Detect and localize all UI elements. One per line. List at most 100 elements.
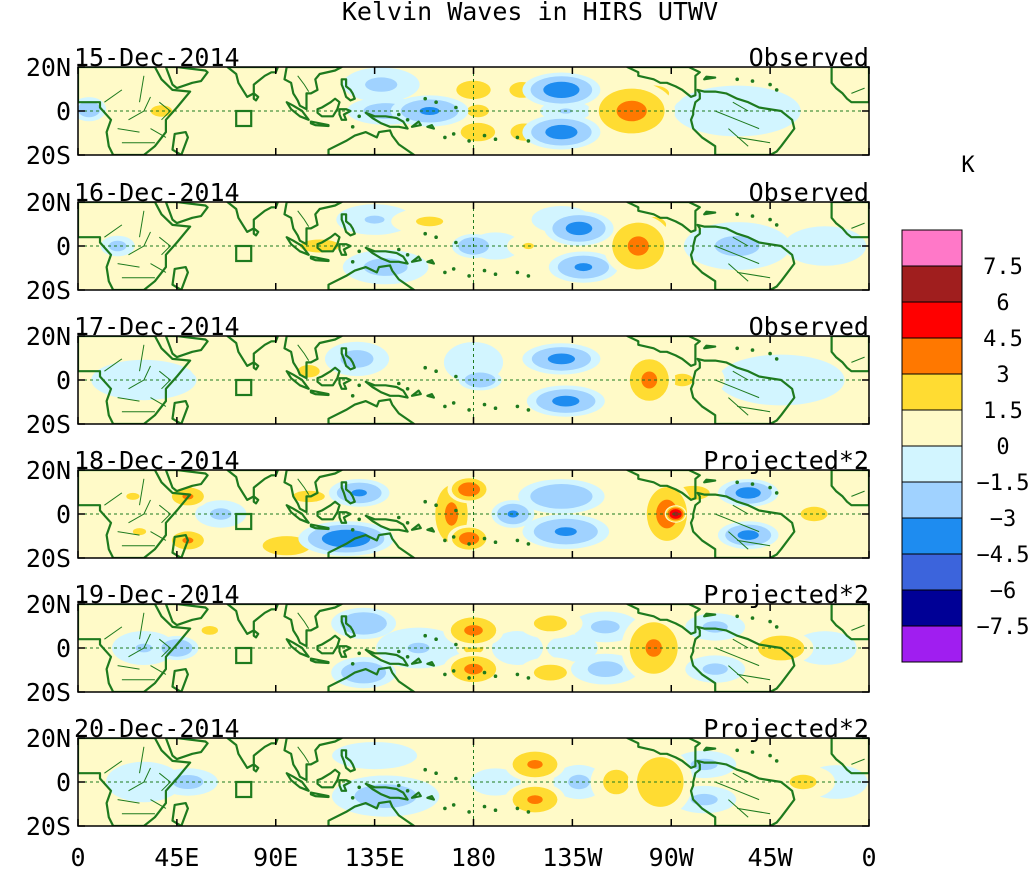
country-border bbox=[117, 397, 140, 402]
country-border bbox=[737, 271, 771, 279]
coastline bbox=[285, 236, 310, 256]
island bbox=[515, 270, 520, 275]
y-tick-label: 20N bbox=[26, 456, 71, 485]
island bbox=[357, 114, 362, 119]
island bbox=[493, 540, 498, 544]
coastline bbox=[171, 667, 189, 692]
coastline bbox=[338, 243, 352, 256]
coastline bbox=[338, 511, 352, 524]
island bbox=[467, 139, 471, 143]
colorbar-label: 4.5 bbox=[983, 327, 1023, 352]
island bbox=[482, 536, 487, 541]
island bbox=[526, 139, 531, 143]
country-border bbox=[150, 263, 167, 273]
coastline bbox=[164, 738, 209, 761]
coastline bbox=[78, 604, 192, 692]
coastline bbox=[164, 202, 209, 225]
island bbox=[774, 491, 779, 495]
country-border bbox=[139, 478, 145, 506]
coastline bbox=[364, 648, 409, 667]
island bbox=[350, 394, 355, 398]
island bbox=[735, 212, 739, 217]
y-tick-label: 0 bbox=[56, 232, 71, 261]
island bbox=[451, 132, 456, 136]
panel-1: 20N 0 20S 15-Dec-2014 Observed bbox=[26, 43, 870, 170]
island bbox=[423, 96, 428, 101]
negative-anomaly-contour bbox=[341, 661, 387, 684]
x-tick-label: 90W bbox=[649, 843, 695, 870]
positive-anomaly-contour bbox=[255, 606, 340, 648]
island bbox=[750, 79, 755, 83]
coastline bbox=[340, 749, 356, 773]
coastline bbox=[164, 604, 209, 627]
island bbox=[423, 365, 428, 370]
y-tick-label: 20N bbox=[26, 53, 71, 82]
positive-anomaly-contour bbox=[132, 528, 147, 536]
positive-anomaly-contour bbox=[201, 626, 218, 635]
negative-anomaly-contour bbox=[470, 768, 521, 796]
negative-anomaly-contour bbox=[552, 395, 580, 407]
country-border bbox=[128, 767, 151, 792]
island bbox=[750, 750, 755, 754]
island bbox=[526, 408, 531, 412]
island bbox=[443, 404, 447, 409]
country-border bbox=[150, 665, 167, 675]
region-marker bbox=[235, 244, 253, 263]
coastline bbox=[626, 67, 701, 99]
panel-date: 18-Dec-2014 bbox=[74, 446, 240, 475]
country-border bbox=[715, 110, 760, 130]
island bbox=[774, 357, 779, 361]
x-tick-label: 0 bbox=[70, 843, 85, 870]
colorbar: 7.5 6 4.5 3 1.5 0 −1.5 −3 −4.5 −6 −7.5 K bbox=[901, 153, 1030, 663]
y-tick-label: 0 bbox=[56, 768, 71, 797]
positive-anomaly-contour bbox=[671, 373, 694, 387]
coastline bbox=[309, 657, 330, 665]
panel-mode: Observed bbox=[749, 312, 869, 341]
island bbox=[515, 404, 520, 409]
country-border bbox=[139, 75, 145, 103]
negative-anomaly-contour bbox=[351, 489, 367, 497]
island bbox=[350, 528, 355, 532]
region-marker bbox=[235, 109, 253, 128]
coastline bbox=[703, 210, 717, 216]
island bbox=[467, 274, 471, 278]
island bbox=[526, 810, 531, 814]
country-border bbox=[128, 231, 151, 256]
coastline bbox=[316, 97, 341, 118]
country-border bbox=[150, 531, 167, 541]
island bbox=[451, 267, 456, 271]
coastline bbox=[309, 523, 330, 531]
negative-anomaly-contour bbox=[565, 221, 593, 236]
colorbar-box bbox=[901, 481, 963, 519]
positive-anomaly-contour bbox=[212, 73, 318, 107]
country-border bbox=[297, 612, 310, 629]
coastline bbox=[316, 366, 341, 387]
coastline bbox=[283, 67, 343, 111]
country-border bbox=[139, 344, 145, 372]
country-border bbox=[715, 379, 760, 399]
colorbar-label: −4.5 bbox=[977, 543, 1030, 568]
x-axis: 0 45E 90E 135E 180 135W 90W 45W 0 bbox=[70, 843, 876, 870]
positive-anomaly-contour bbox=[255, 754, 340, 810]
y-tick-label: 0 bbox=[56, 634, 71, 663]
positive-anomaly-contour bbox=[603, 769, 630, 795]
country-border bbox=[150, 397, 167, 407]
negative-anomaly-contour bbox=[554, 527, 577, 536]
colorbar-label: −6 bbox=[990, 579, 1017, 604]
island bbox=[423, 499, 428, 504]
island bbox=[774, 625, 779, 629]
island bbox=[750, 616, 755, 620]
coastline bbox=[78, 336, 192, 424]
coastline bbox=[340, 615, 356, 639]
negative-anomaly-contour bbox=[735, 487, 761, 499]
panel-5: 20N 0 20S 19-Dec-2014 Projected*2 bbox=[26, 580, 870, 707]
coastline bbox=[410, 255, 422, 263]
island bbox=[397, 783, 401, 788]
positive-anomaly-contour bbox=[672, 511, 679, 517]
positive-anomaly-contour bbox=[222, 111, 308, 146]
coastline bbox=[426, 393, 435, 399]
coastline bbox=[830, 336, 869, 373]
country-border bbox=[732, 236, 749, 247]
coastline bbox=[171, 131, 189, 155]
